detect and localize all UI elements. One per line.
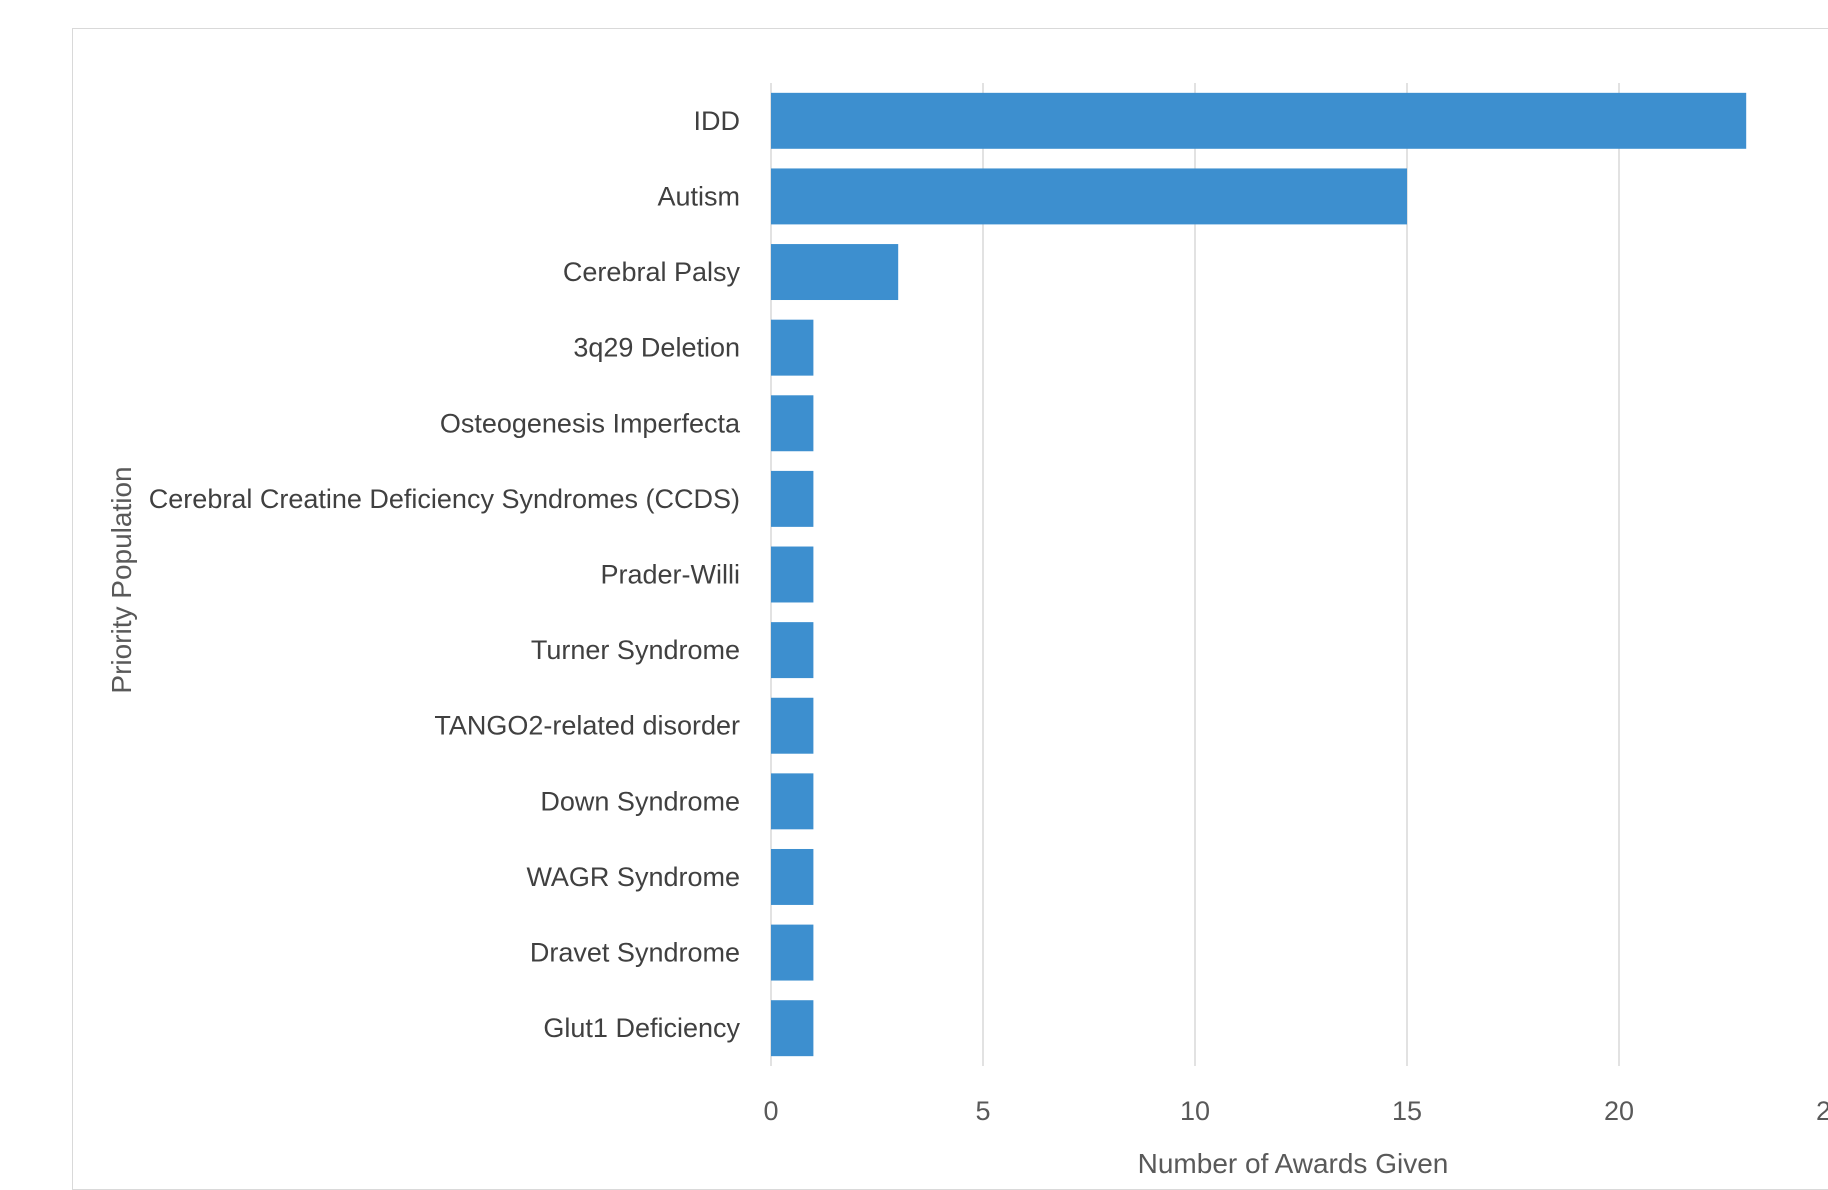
bar <box>771 546 814 603</box>
category-label: Autism <box>657 181 740 211</box>
bar <box>771 773 814 830</box>
bar <box>771 168 1407 225</box>
x-tick-label: 15 <box>1392 1096 1422 1126</box>
bar <box>771 924 814 981</box>
category-label: Dravet Syndrome <box>530 938 740 968</box>
category-label: Cerebral Creatine Deficiency Syndromes (… <box>149 484 740 514</box>
category-label: Osteogenesis Imperfecta <box>440 408 741 438</box>
x-tick-label: 0 <box>763 1096 778 1126</box>
category-label: Down Syndrome <box>540 786 740 816</box>
bar <box>771 244 899 301</box>
x-tick-labels: 0 5 10 15 20 25 <box>763 1096 1828 1126</box>
bar <box>771 848 814 905</box>
x-tick-label: 10 <box>1180 1096 1210 1126</box>
x-tick-label: 20 <box>1604 1096 1634 1126</box>
category-label: 3q29 Deletion <box>573 333 740 363</box>
bar <box>771 395 814 452</box>
gridlines <box>770 83 1620 1066</box>
x-tick-label: 5 <box>975 1096 990 1126</box>
category-label: Turner Syndrome <box>531 635 740 665</box>
bar <box>771 319 814 376</box>
bars <box>771 92 1747 1057</box>
category-label: IDD <box>694 106 741 136</box>
bar <box>771 622 814 679</box>
bar <box>771 92 1747 149</box>
category-label: WAGR Syndrome <box>526 862 740 892</box>
bar <box>771 470 814 527</box>
category-label: TANGO2-related disorder <box>434 711 740 741</box>
y-axis-title: Priority Population <box>106 466 137 693</box>
bar <box>771 697 814 754</box>
category-labels: IDD Autism Cerebral Palsy 3q29 Deletion Oste… <box>149 106 741 1043</box>
x-axis-title: Number of Awards Given <box>1138 1148 1449 1174</box>
bar <box>771 1000 814 1057</box>
category-label: Cerebral Palsy <box>563 257 741 287</box>
x-tick-label: 25 <box>1816 1096 1828 1126</box>
category-label: Prader-Willi <box>600 560 740 590</box>
category-label: Glut1 Deficiency <box>543 1013 740 1043</box>
